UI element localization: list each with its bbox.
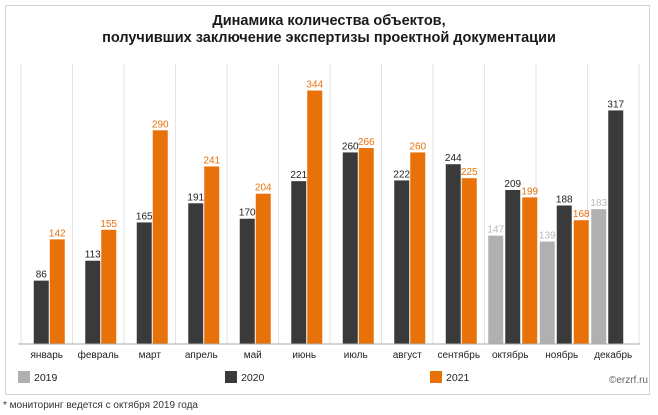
bar-2021	[410, 152, 426, 344]
chart-title-line-1: Динамика количества объектов,	[212, 13, 446, 29]
data-label-2021: 266	[358, 137, 375, 148]
data-label-2020: 222	[393, 169, 410, 180]
data-label-2020: 86	[36, 270, 48, 281]
data-label-2020: 260	[342, 141, 359, 152]
bar-2021	[152, 130, 168, 344]
x-tick-label: июнь	[292, 350, 316, 361]
data-label-2021: 290	[152, 119, 169, 130]
bar-2020	[608, 110, 624, 344]
data-label-2019: 147	[487, 225, 504, 236]
bar-2020	[239, 218, 255, 344]
data-label-2020: 209	[504, 179, 521, 190]
bar-2019	[591, 209, 607, 344]
x-tick-label: июль	[344, 350, 368, 361]
data-label-2021: 204	[255, 183, 272, 194]
x-tick-label: апрель	[185, 350, 218, 361]
bar-2020	[188, 203, 204, 344]
legend-swatch-2019	[18, 371, 30, 383]
x-tick-label: август	[393, 350, 422, 361]
x-tick-label: декабрь	[594, 349, 632, 361]
x-tick-label: ноябрь	[545, 349, 578, 361]
data-label-2020: 221	[290, 170, 307, 181]
data-label-2019: 183	[590, 198, 607, 209]
x-tick-label: март	[139, 350, 162, 361]
bar-2020	[342, 152, 358, 344]
data-label-2021: 260	[409, 141, 426, 152]
bar-2019	[539, 241, 555, 344]
x-tick-label: октябрь	[492, 349, 529, 361]
legend-label-2021: 2021	[446, 372, 470, 384]
bar-2019	[488, 235, 504, 344]
data-label-2020: 244	[445, 153, 462, 164]
x-tick-label: февраль	[78, 349, 119, 361]
bar-2021	[461, 178, 477, 344]
bar-2020	[85, 260, 101, 344]
x-tick-label: сентябрь	[437, 349, 480, 361]
legend-swatch-2021	[430, 371, 442, 383]
bar-2020	[394, 180, 410, 344]
bar-2021	[204, 166, 220, 344]
data-label-2020: 191	[187, 192, 204, 203]
x-tick-label: май	[244, 350, 262, 361]
data-label-2021: 168	[573, 209, 590, 220]
data-label-2020: 188	[556, 194, 573, 205]
bar-2021	[307, 90, 323, 345]
data-label-2021: 142	[49, 228, 66, 239]
footnote: * мониторинг ведется с октября 2019 года	[3, 400, 198, 411]
data-label-2021: 225	[461, 167, 478, 178]
bar-2020	[556, 205, 572, 344]
bar-2020	[291, 181, 307, 344]
chart-title-line-2: получивших заключение экспертизы проектн…	[102, 30, 556, 46]
data-label-2019: 139	[539, 231, 556, 242]
legend-label-2019: 2019	[34, 372, 58, 384]
legend-swatch-2020	[225, 371, 237, 383]
legend-label-2020: 2020	[241, 372, 265, 384]
bar-2021	[49, 239, 65, 344]
data-label-2020: 165	[136, 211, 153, 222]
bar-2020	[445, 164, 461, 344]
data-label-2020: 317	[607, 99, 624, 110]
bar-2020	[33, 280, 49, 344]
x-tick-label: январь	[31, 350, 63, 361]
data-label-2021: 344	[306, 80, 323, 91]
bar-2021	[358, 148, 374, 344]
data-label-2021: 241	[203, 155, 220, 166]
bar-2021	[101, 229, 117, 344]
data-label-2021: 199	[521, 186, 538, 197]
bar-2021	[255, 193, 271, 344]
data-label-2020: 170	[239, 208, 256, 219]
bar-2021	[522, 197, 538, 344]
data-label-2021: 155	[100, 219, 117, 230]
chart-title: Динамика количества объектов, получивших…	[0, 13, 658, 47]
bar-2021	[573, 220, 589, 344]
bar-2020	[505, 190, 521, 344]
bar-2020	[136, 222, 152, 344]
watermark: ©erzrf.ru	[608, 375, 648, 386]
data-label-2020: 113	[85, 250, 101, 261]
